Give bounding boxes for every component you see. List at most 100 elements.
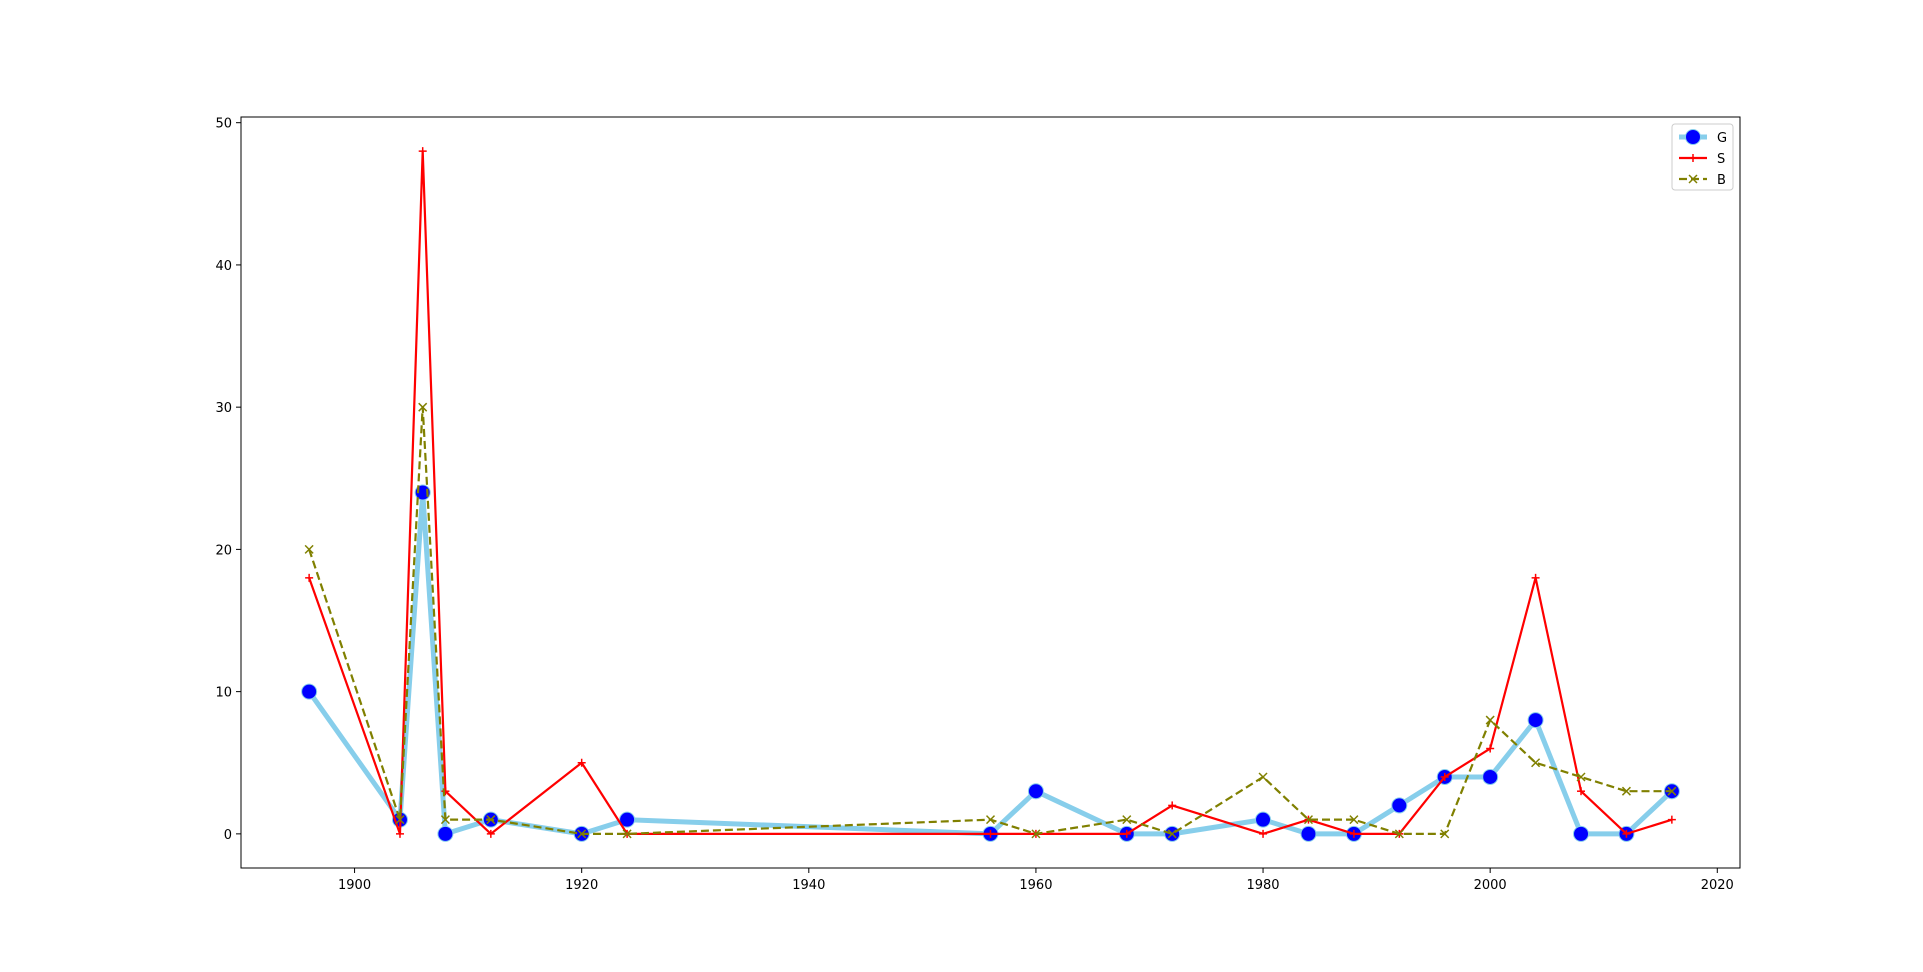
legend-label-G: G [1717,131,1727,146]
series-B [304,402,1677,839]
y-tick-label: 50 [215,117,232,132]
series-line-B [308,406,1672,835]
data-point-B [1440,829,1450,839]
legend-item-G: G [1679,129,1727,146]
data-point-B [304,544,314,554]
y-tick-label: 30 [215,401,232,416]
legend-marker-G [1685,129,1701,145]
x-marker-b [985,815,996,825]
x-marker-b [1122,815,1132,825]
y-axis: 0 10 20 30 40 50 [215,117,241,843]
data-point-B [1621,786,1631,796]
x-marker-b [1688,174,1698,184]
data-point-G [1482,768,1499,785]
x-marker-b [418,402,428,412]
data-point-G [619,811,636,828]
data-point-B [418,402,428,412]
data-point-S [1168,801,1177,810]
x-marker-b [1531,758,1541,768]
x-marker-b [304,544,314,554]
data-point-B [1485,715,1495,725]
data-point-S [1622,829,1631,838]
data-point-B [622,829,632,839]
data-point-B [486,815,496,825]
x-marker-b [440,815,450,825]
data-point-G [301,683,318,700]
data-point-B [1667,786,1677,796]
x-tick-label: 1980 [1246,878,1279,893]
data-point-B [395,815,405,825]
data-point-B [1349,815,1359,825]
x-marker-b [1667,786,1677,796]
data-point-G [1027,783,1044,800]
y-tick-label: 0 [224,828,232,843]
data-point-G [1391,797,1408,814]
data-point-B [1303,815,1314,825]
x-axis: 1900 1920 1940 1960 1980 2000 2020 [338,868,1734,893]
x-marker-b [1394,829,1404,839]
data-point-G [1300,825,1317,842]
x-marker-b [1167,829,1177,839]
data-point-G [1527,712,1544,729]
y-tick-label: 20 [215,543,232,558]
data-point-B [1258,772,1268,782]
x-marker-b [1621,786,1631,796]
data-point-B [1122,815,1132,825]
series-line-G [307,490,1674,837]
x-tick-label: 2000 [1474,878,1507,893]
data-point-B [1531,758,1541,768]
data-point-S [305,573,314,582]
series-line-S [308,150,1673,835]
data-point-B [440,815,450,825]
data-point-S [986,829,995,838]
data-point-B [1167,829,1177,839]
x-marker-b [1440,829,1450,839]
data-point-S [1577,787,1586,796]
data-point-S [1486,744,1495,753]
data-point-S [486,829,495,838]
data-point-S [1122,829,1131,838]
data-point-B [1394,829,1404,839]
series-layer [301,147,1680,842]
legend-item-S: S [1679,152,1725,167]
x-marker-b [1349,815,1359,825]
x-tick-label: 1900 [338,878,371,893]
x-marker-b [1303,815,1314,825]
legend-label-B: B [1717,173,1726,188]
x-marker-b [1031,829,1041,839]
data-point-S [418,147,427,156]
x-marker-b [1576,772,1586,782]
x-tick-label: 1940 [792,878,825,893]
plot-frame [240,116,1741,869]
y-tick-label: 40 [215,259,232,274]
x-marker-b [622,829,632,839]
x-tick-label: 2020 [1701,878,1734,893]
x-tick-label: 1920 [565,878,598,893]
legend-item-B: B [1679,173,1726,188]
x-marker-b [1485,715,1495,725]
legend: GSB [1671,123,1734,191]
data-point-S [1440,772,1449,781]
data-point-B [1031,829,1041,839]
data-point-S [1667,815,1676,824]
x-marker-b [486,815,496,825]
data-point-G [1255,811,1272,828]
data-point-S [395,829,404,838]
data-point-S [577,758,586,767]
data-point-S [1531,573,1540,582]
x-marker-b [1258,772,1268,782]
series-G [301,484,1680,842]
x-marker-b [395,815,405,825]
series-S [305,147,1676,838]
x-tick-label: 1960 [1019,878,1052,893]
y-tick-label: 10 [215,686,232,701]
data-point-S [1349,829,1358,838]
data-point-B [577,829,587,839]
data-point-S [1259,829,1268,838]
data-point-G [1573,825,1590,842]
x-marker-b [577,829,587,839]
data-point-B [1576,772,1586,782]
data-point-B [985,815,996,825]
legend-label-S: S [1717,152,1725,167]
